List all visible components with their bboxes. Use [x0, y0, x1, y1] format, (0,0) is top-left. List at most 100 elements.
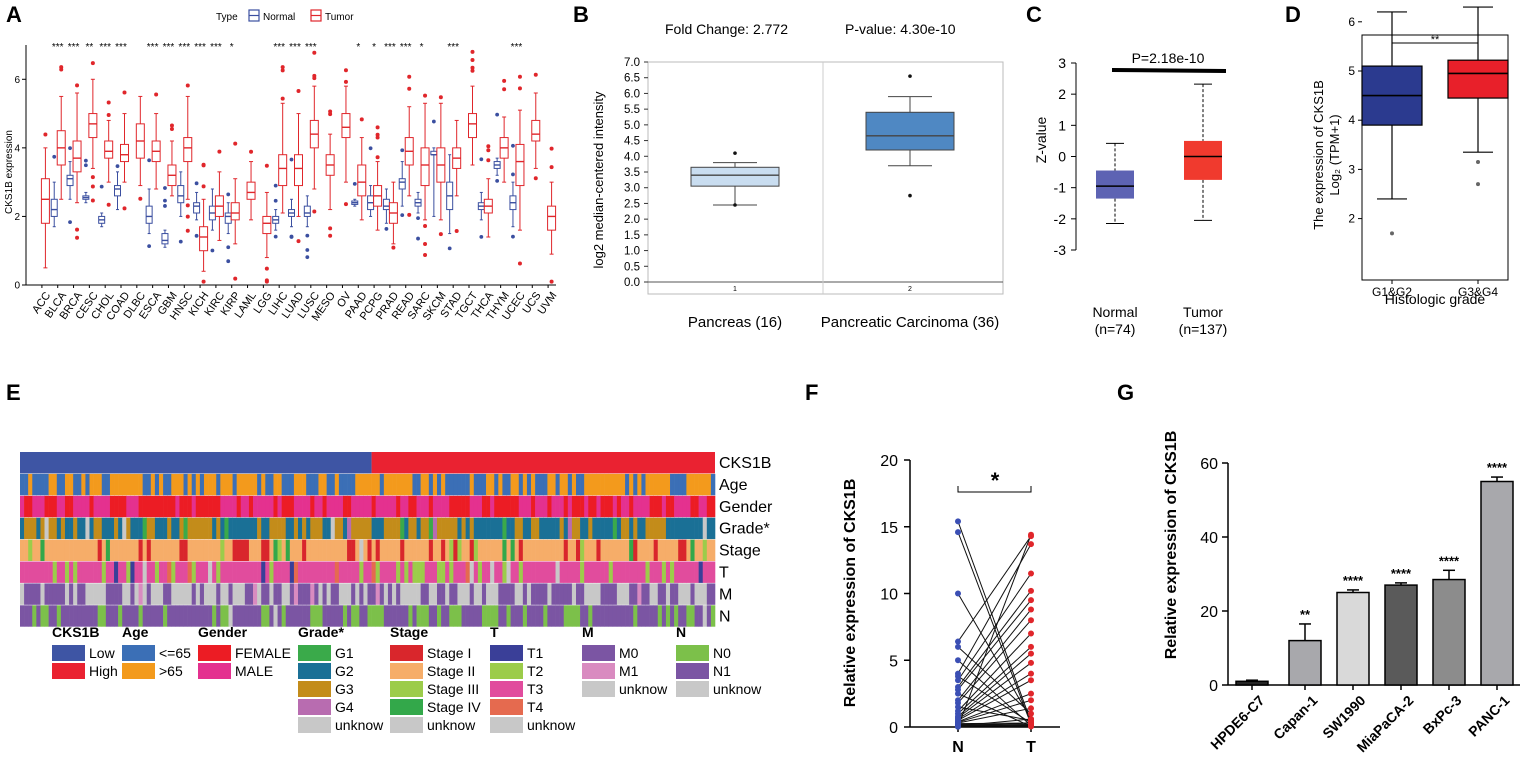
panel-a-normal-outlier	[83, 158, 88, 163]
heatmap-cell	[351, 473, 356, 496]
panel-g-bar-HPDE6-C7	[1235, 680, 1269, 686]
heatmap-cell	[89, 561, 94, 583]
heatmap-cell	[682, 561, 687, 583]
panel-f-pair-line	[957, 679, 1032, 721]
heatmap-cell	[150, 605, 156, 627]
heatmap-cell	[236, 561, 242, 583]
heatmap-row-label: Stage	[719, 543, 761, 560]
heatmap-cell	[154, 473, 160, 496]
heatmap-row-label: Grade*	[719, 521, 770, 538]
heatmap-cell	[432, 517, 438, 540]
panel-a-normal-COAD-box	[114, 185, 121, 197]
heatmap-cell	[36, 561, 41, 583]
heatmap-cell	[522, 539, 528, 561]
heatmap-cell	[428, 561, 434, 583]
panel-d-y-tick-label: 4	[1348, 113, 1355, 127]
heatmap-cell	[257, 473, 262, 496]
heatmap-cell	[437, 561, 442, 583]
heatmap-cell-cks1b-high	[371, 452, 715, 474]
panel-b-y-tick-label: 0.5	[624, 261, 640, 273]
panel-g-bar-Capan-1	[1288, 639, 1322, 686]
heatmap-cell	[32, 539, 37, 561]
heatmap-cell	[77, 495, 82, 518]
heatmap-cell	[179, 583, 184, 605]
heatmap-cell	[52, 583, 58, 605]
heatmap-cell	[396, 495, 401, 518]
heatmap-cell	[461, 605, 466, 627]
panel-a-tumor-outlier	[122, 90, 127, 95]
heatmap-cell	[36, 583, 41, 605]
heatmap-cell	[670, 539, 675, 561]
heatmap-cell	[89, 517, 94, 540]
heatmap-cell	[510, 473, 515, 496]
heatmap-cell	[28, 473, 33, 496]
heatmap-cell	[694, 473, 699, 496]
heatmap-cell	[514, 495, 520, 518]
heatmap-cell	[387, 539, 393, 561]
heatmap-cell	[269, 583, 274, 605]
fold-change-label: Fold Change: 2.772	[665, 21, 788, 37]
heatmap-cell	[473, 583, 479, 605]
heatmap-cell	[690, 561, 695, 583]
heatmap-cell	[690, 605, 695, 627]
heatmap-cell	[445, 539, 450, 561]
legend-swatch	[676, 681, 709, 697]
heatmap-cell	[678, 495, 683, 518]
heatmap-cell	[48, 561, 54, 583]
heatmap-cell	[518, 605, 524, 627]
heatmap-cell	[461, 561, 466, 583]
panel-a-tumor-outlier	[312, 209, 317, 214]
panel-a-normal-outlier	[194, 233, 199, 238]
legend-swatch	[198, 645, 231, 661]
panel-a-tumor-UCS-box	[531, 119, 541, 142]
heatmap-cell	[465, 473, 471, 496]
heatmap-cell	[633, 561, 638, 583]
heatmap-cell	[567, 495, 573, 518]
heatmap-cell	[510, 539, 515, 561]
legend-item-label: unknow	[713, 681, 762, 697]
heatmap-cell	[502, 583, 507, 605]
heatmap-cell	[195, 539, 201, 561]
heatmap-cell	[539, 561, 544, 583]
heatmap-cell	[159, 605, 164, 627]
heatmap-cell	[109, 561, 115, 583]
heatmap-cell	[506, 517, 511, 540]
heatmap-cell	[371, 583, 376, 605]
heatmap-cell	[359, 473, 364, 496]
panel-f-pair-line	[957, 590, 1032, 688]
panel-a-sig-label: ***	[68, 42, 80, 53]
heatmap-cell	[244, 605, 250, 627]
heatmap-cell	[510, 517, 515, 540]
heatmap-cell	[612, 605, 618, 627]
heatmap-cell	[576, 561, 581, 583]
heatmap-cell	[543, 473, 548, 496]
heatmap-cell	[146, 495, 152, 518]
heatmap-cell	[334, 495, 340, 518]
heatmap-cell	[559, 605, 565, 627]
heatmap-cell	[702, 561, 708, 583]
heatmap-cell	[551, 605, 556, 627]
heatmap-cell	[302, 583, 307, 605]
heatmap-cell	[653, 473, 659, 496]
heatmap-cell	[571, 539, 577, 561]
heatmap-cell	[686, 517, 691, 540]
heatmap-cell	[203, 473, 209, 496]
panel-f-pair-line	[957, 675, 1032, 724]
heatmap-cell	[114, 605, 119, 627]
heatmap-cell	[285, 561, 291, 583]
heatmap-cell	[265, 561, 270, 583]
panel-b-y-tick-label: 1.0	[624, 246, 640, 258]
panel-f-y-tick-label: 15	[880, 520, 898, 537]
heatmap-cell	[445, 517, 450, 540]
heatmap-cell	[592, 539, 597, 561]
heatmap-cell	[437, 539, 442, 561]
panel-a-normal-outlier	[226, 245, 231, 250]
heatmap-cell	[682, 473, 687, 496]
legend-item-label: unknow	[527, 717, 576, 733]
heatmap-cell	[212, 561, 217, 583]
heatmap-cell	[678, 561, 683, 583]
heatmap-cell	[580, 495, 585, 518]
heatmap-cell	[171, 561, 176, 583]
panel-g-bar-SW1990	[1336, 591, 1370, 686]
heatmap-cell	[277, 473, 282, 496]
